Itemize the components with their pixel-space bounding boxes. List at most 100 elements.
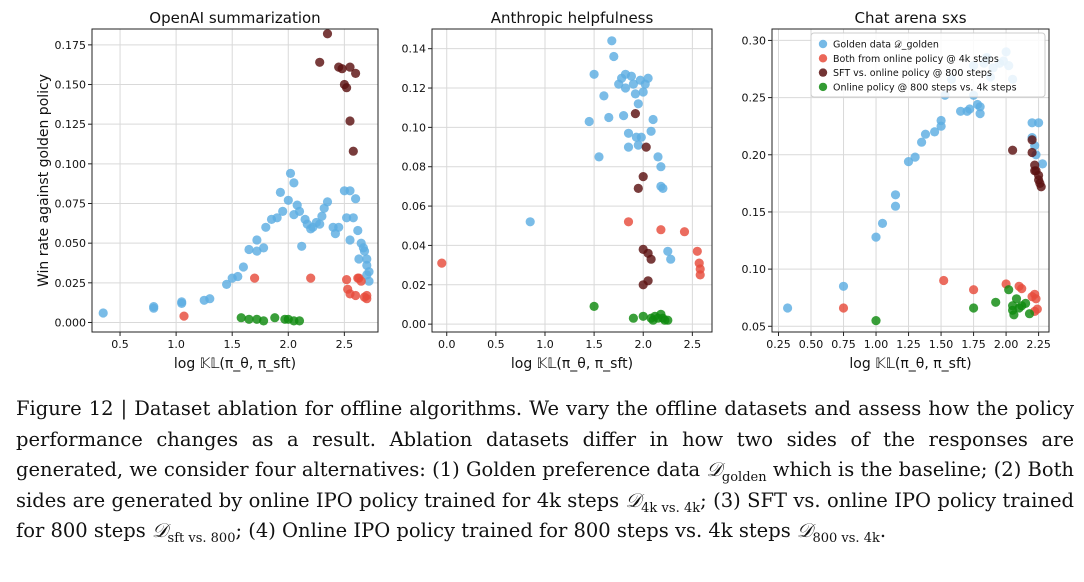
y-tick-label: 0.25 bbox=[742, 92, 767, 105]
data-point bbox=[877, 218, 888, 228]
data-point bbox=[1027, 118, 1037, 128]
x-tick-label: 1.0 bbox=[536, 338, 554, 351]
y-tick-label: 0.00 bbox=[402, 318, 427, 331]
data-point bbox=[1034, 118, 1044, 128]
data-point bbox=[337, 64, 347, 74]
data-point bbox=[641, 142, 651, 152]
data-point bbox=[317, 211, 327, 221]
data-point bbox=[628, 313, 639, 323]
data-point bbox=[359, 246, 370, 256]
data-point bbox=[362, 254, 372, 264]
data-point bbox=[871, 316, 881, 326]
data-point bbox=[351, 290, 361, 301]
data-point bbox=[1008, 145, 1018, 155]
data-point bbox=[607, 36, 617, 46]
data-point bbox=[342, 213, 352, 223]
y-tick-label: 0.000 bbox=[55, 316, 87, 329]
data-point bbox=[623, 217, 634, 227]
legend-marker bbox=[818, 68, 828, 77]
data-point bbox=[630, 89, 641, 99]
dataset-symbol: 𝒟 bbox=[796, 519, 813, 542]
x-tick-label: 0.50 bbox=[799, 338, 824, 351]
data-point bbox=[969, 303, 979, 313]
data-point bbox=[278, 206, 288, 216]
x-tick-label: 2.5 bbox=[684, 338, 702, 351]
data-point bbox=[643, 73, 653, 83]
data-point bbox=[236, 313, 246, 323]
legend-box bbox=[810, 32, 1046, 98]
data-point bbox=[259, 243, 269, 253]
data-point bbox=[623, 142, 634, 152]
data-point bbox=[1004, 285, 1014, 295]
data-point bbox=[599, 91, 609, 101]
x-tick-label: 2.0 bbox=[634, 338, 652, 351]
data-point bbox=[646, 126, 656, 136]
data-point bbox=[653, 152, 663, 162]
caption-text-5: . bbox=[879, 519, 887, 542]
x-tick-label: 0.0 bbox=[438, 338, 456, 351]
data-point bbox=[991, 297, 1001, 307]
data-point bbox=[594, 152, 604, 162]
x-tick-label: 1.5 bbox=[585, 338, 603, 351]
y-tick-label: 0.30 bbox=[742, 34, 767, 47]
x-tick-label: 2.25 bbox=[1026, 338, 1051, 351]
data-point bbox=[890, 201, 901, 211]
data-point bbox=[619, 111, 629, 121]
data-point bbox=[149, 302, 159, 312]
legend-label: SFT vs. online policy @ 800 steps bbox=[833, 68, 992, 79]
data-point bbox=[283, 195, 293, 205]
data-point bbox=[525, 217, 535, 227]
data-point bbox=[179, 311, 189, 321]
data-point bbox=[1036, 182, 1046, 192]
x-axis-label: log 𝕂𝕃(π_θ, π_sft) bbox=[511, 356, 633, 372]
y-tick-label: 0.100 bbox=[55, 158, 87, 171]
chart-panel-chat-arena: 0.25 0.50 0.75 1.00 1.25 1.50 1.75 2.00 2.25 0.05… bbox=[742, 9, 1051, 372]
dataset-subscript: 4k vs. 4k bbox=[641, 500, 701, 516]
caption-text-3: ; (3) SFT vs. online IPO policy trained … bbox=[16, 488, 1074, 543]
data-point bbox=[270, 313, 280, 323]
data-point bbox=[272, 213, 282, 223]
data-point bbox=[871, 232, 881, 242]
data-point bbox=[205, 294, 215, 304]
y-tick-label: 0.125 bbox=[55, 118, 87, 131]
x-tick-label: 1.0 bbox=[167, 338, 185, 351]
legend-label: Both from online policy @ 4k steps bbox=[833, 54, 999, 65]
data-point bbox=[348, 213, 358, 223]
data-point bbox=[939, 275, 949, 286]
dataset-symbol: 𝒟 bbox=[706, 458, 722, 481]
data-point bbox=[656, 162, 666, 172]
x-tick-label: 1.25 bbox=[896, 338, 921, 351]
data-point bbox=[890, 190, 901, 200]
caption-text-4: ; (4) Online IPO policy trained for 800 … bbox=[235, 519, 797, 542]
chart-title: Chat arena sxs bbox=[854, 9, 966, 27]
x-tick-label: 0.5 bbox=[487, 338, 505, 351]
y-tick-label: 0.050 bbox=[55, 237, 87, 250]
y-tick-label: 0.175 bbox=[55, 39, 87, 52]
data-point bbox=[636, 132, 646, 142]
data-point bbox=[322, 197, 333, 207]
y-tick-label: 0.14 bbox=[402, 43, 427, 56]
data-point bbox=[261, 222, 271, 232]
chart-title: OpenAI summarization bbox=[149, 9, 320, 27]
y-tick-label: 0.150 bbox=[55, 79, 87, 92]
dataset-symbol: 𝒟 bbox=[625, 488, 642, 512]
data-point bbox=[609, 51, 619, 62]
x-tick-label: 2.0 bbox=[280, 338, 298, 351]
data-point bbox=[250, 273, 260, 283]
data-point bbox=[244, 244, 254, 255]
data-point bbox=[910, 152, 920, 162]
data-point bbox=[633, 183, 643, 193]
data-point bbox=[589, 69, 599, 79]
chart-panel-anthropic: 0.0 0.5 1.0 1.5 2.0 2.5 0.00 0.02 0.04 0.06 0.08 0.… bbox=[402, 9, 713, 372]
data-point bbox=[289, 178, 299, 188]
data-point bbox=[1037, 159, 1048, 169]
data-point bbox=[1017, 284, 1027, 294]
data-point bbox=[238, 262, 248, 272]
data-point bbox=[1024, 309, 1035, 319]
caption-text-2: which is the baseline; (2) Both sides ar… bbox=[16, 458, 1074, 512]
data-point bbox=[658, 183, 668, 193]
data-point bbox=[656, 225, 666, 235]
data-point bbox=[345, 235, 355, 245]
data-point bbox=[628, 79, 639, 89]
data-point bbox=[356, 276, 366, 286]
